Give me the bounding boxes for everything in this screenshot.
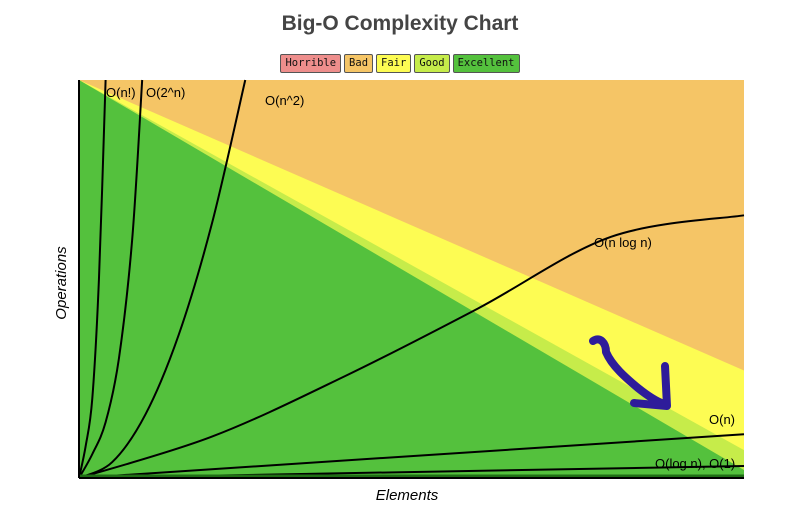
annotation-layer	[589, 335, 671, 410]
legend-item-horrible: Horrible	[280, 54, 342, 73]
x-axis-label: Elements	[376, 487, 439, 504]
curve-o-n	[78, 79, 107, 479]
curve-o-n-log-n	[78, 214, 745, 479]
legend-item-good: Good	[414, 54, 450, 73]
curve-o-n-2	[78, 79, 247, 479]
annotation-arrow-head	[630, 362, 671, 410]
regions-layer	[79, 80, 744, 478]
curve-o-n	[78, 433, 745, 479]
curve-o-2-n	[78, 79, 144, 479]
curve-label-o-n-log-n: O(n log n)	[594, 235, 652, 250]
curve-label-o-n: O(n!)	[106, 85, 136, 100]
curve-label-o-n: O(n)	[709, 412, 735, 427]
curve-label-o-n-2: O(n^2)	[265, 93, 304, 108]
chart-title: Big-O Complexity Chart	[281, 12, 519, 35]
curve-label-o-2-n: O(2^n)	[146, 85, 185, 100]
axes-layer	[78, 80, 744, 479]
labels-layer: O(n!) O(2^n) O(n^2) O(n log n) O(n) O(log n),…	[106, 85, 735, 471]
legend: Horrible Bad Fair Good Excellent	[0, 54, 800, 73]
curves-layer	[78, 79, 745, 479]
legend-item-bad: Bad	[344, 54, 374, 73]
annotation-arrow-shaft	[589, 335, 668, 408]
curve-label-o-log-n: O(log n), O(1)	[655, 456, 735, 471]
legend-item-fair: Fair	[376, 54, 412, 73]
legend-item-excellent: Excellent	[452, 54, 520, 73]
y-axis-label: Operations	[53, 246, 70, 320]
region-excellent	[79, 80, 744, 478]
